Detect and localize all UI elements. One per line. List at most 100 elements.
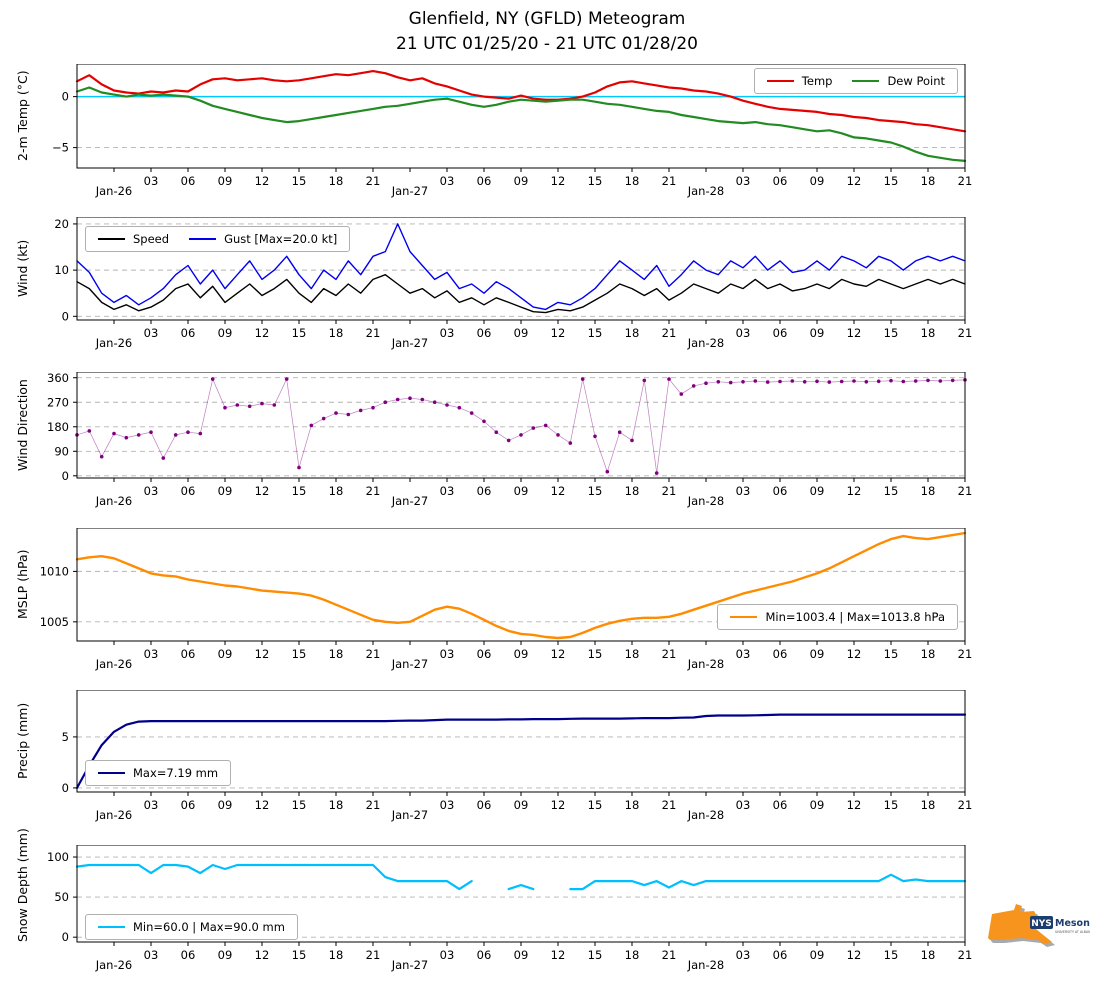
svg-text:21: 21 <box>366 647 381 661</box>
svg-text:09: 09 <box>514 326 529 340</box>
precip-line-swatch <box>98 771 125 775</box>
nys-mesonet-logo-graphic: NYS Mesonet UNIVERSITY AT ALBANY <box>988 904 1094 947</box>
svg-text:09: 09 <box>810 948 825 962</box>
x-tick-labels: Jan-26 03 06 09 12 15 18 21 Jan-27 03 06 09 12 15 18 21… <box>95 168 972 198</box>
svg-text:06: 06 <box>773 326 788 340</box>
temperature-chart: 0 −5 Jan-26 03 06 09 12 15 18 21 Jan-27 03 06 09 12 15 1… <box>52 64 972 198</box>
svg-text:Jan-28: Jan-28 <box>687 958 725 972</box>
svg-text:18: 18 <box>625 174 640 188</box>
logo-tagline-text: UNIVERSITY AT ALBANY <box>1055 930 1090 934</box>
svg-text:12: 12 <box>847 326 862 340</box>
svg-text:18: 18 <box>921 484 936 498</box>
svg-text:03: 03 <box>736 948 751 962</box>
precip-panel: Precip (mm) 0 5 Jan-26 03 06 09 12 15 18 21 Jan-27… <box>0 690 1094 828</box>
temp-panel: 2-m Temp (°C) 0 −5 Jan-26 03 06 09 12 15 18 21 Jan… <box>0 64 1094 204</box>
snow-depth-plot: 0 50 100 Jan-26 03 06 09 12 15 18 21 Jan-27 03 06 09 12… <box>47 845 972 972</box>
svg-text:06: 06 <box>181 647 196 661</box>
svg-text:0: 0 <box>62 309 69 323</box>
svg-text:15: 15 <box>588 484 603 498</box>
legend-item-snow-depth: Min=60.0 | Max=90.0 mm <box>98 920 285 934</box>
svg-text:03: 03 <box>144 174 159 188</box>
svg-text:06: 06 <box>477 798 492 812</box>
snow-depth-legend: Min=60.0 | Max=90.0 mm <box>85 914 298 940</box>
snow_depth-chart: 0 50 100 Jan-26 03 06 09 12 15 18 21 Jan-27 03 06 09 12… <box>47 845 972 972</box>
chart-title: Glenfield, NY (GFLD) Meteogram 21 UTC 01… <box>0 7 1094 57</box>
wind-legend: Speed Gust [Max=20.0 kt] <box>85 226 351 252</box>
svg-text:09: 09 <box>218 326 233 340</box>
svg-text:5: 5 <box>62 730 69 744</box>
svg-text:18: 18 <box>921 174 936 188</box>
svg-text:21: 21 <box>662 326 677 340</box>
svg-text:Jan-27: Jan-27 <box>391 494 429 508</box>
svg-text:03: 03 <box>440 647 455 661</box>
speed-legend-label: Speed <box>133 232 170 246</box>
series-precip <box>75 713 967 790</box>
svg-text:06: 06 <box>181 948 196 962</box>
svg-text:09: 09 <box>514 798 529 812</box>
svg-text:21: 21 <box>958 647 973 661</box>
snow-depth-line-swatch <box>98 925 125 929</box>
svg-text:12: 12 <box>255 484 270 498</box>
svg-text:15: 15 <box>292 174 307 188</box>
svg-text:1010: 1010 <box>40 564 69 578</box>
svg-text:18: 18 <box>625 484 640 498</box>
series-gust <box>76 223 966 311</box>
temp-line-swatch <box>766 79 794 83</box>
svg-text:180: 180 <box>47 420 69 434</box>
x-tick-labels: Jan-26 03 06 09 12 15 18 21 Jan-27 03 06 09 12 15 18 21… <box>95 320 973 350</box>
svg-text:21: 21 <box>958 326 973 340</box>
svg-text:21: 21 <box>366 484 381 498</box>
svg-text:21: 21 <box>366 174 381 188</box>
svg-text:Jan-26: Jan-26 <box>95 808 133 822</box>
svg-text:10: 10 <box>54 263 69 277</box>
svg-text:0: 0 <box>62 90 69 104</box>
svg-text:06: 06 <box>181 798 196 812</box>
precip-legend-label: Max=7.19 mm <box>133 766 219 780</box>
svg-text:03: 03 <box>440 798 455 812</box>
svg-text:18: 18 <box>625 948 640 962</box>
svg-text:09: 09 <box>514 948 529 962</box>
svg-text:15: 15 <box>292 798 307 812</box>
svg-text:15: 15 <box>588 798 603 812</box>
wind-plot: 0 10 20 Jan-26 03 06 09 12 15 18 21 Jan-27 03 06 09 12 1… <box>54 217 973 350</box>
svg-text:20: 20 <box>54 217 69 231</box>
svg-text:12: 12 <box>847 484 862 498</box>
svg-text:03: 03 <box>144 647 159 661</box>
svg-text:Jan-28: Jan-28 <box>687 808 725 822</box>
svg-text:03: 03 <box>736 647 751 661</box>
svg-text:12: 12 <box>847 798 862 812</box>
svg-text:18: 18 <box>329 484 344 498</box>
svg-text:09: 09 <box>218 798 233 812</box>
svg-text:06: 06 <box>477 948 492 962</box>
svg-text:03: 03 <box>736 484 751 498</box>
nys-text-plate <box>1030 916 1053 929</box>
svg-text:09: 09 <box>810 174 825 188</box>
x-tick-labels: Jan-26 03 06 09 12 15 18 21 Jan-27 03 06 09 12 15 18 21… <box>95 641 973 671</box>
svg-text:18: 18 <box>329 948 344 962</box>
y-tick-labels: 0 −5 <box>52 90 77 155</box>
nys-mesonet-logo: NYS Mesonet UNIVERSITY AT ALBANY <box>980 894 1094 958</box>
svg-text:21: 21 <box>366 948 381 962</box>
svg-text:21: 21 <box>958 948 973 962</box>
wind-panel: Wind (kt) 0 10 20 Jan-26 03 06 09 12 15 18 21 Jan-2… <box>0 217 1094 356</box>
svg-text:06: 06 <box>773 174 788 188</box>
dew-point-legend-label: Dew Point <box>887 74 945 88</box>
svg-text:0: 0 <box>62 930 69 944</box>
mslp-panel: MSLP (hPa) 1005 1010 Jan-26 03 06 09 12 15 18 21 J… <box>0 528 1094 677</box>
svg-text:15: 15 <box>588 948 603 962</box>
svg-text:0: 0 <box>62 469 69 483</box>
ny-state-shape <box>988 904 1052 944</box>
svg-text:09: 09 <box>218 174 233 188</box>
x-tick-labels: Jan-26 03 06 09 12 15 18 21 Jan-27 03 06 09 12 15 18 21… <box>95 942 973 972</box>
svg-text:06: 06 <box>477 647 492 661</box>
svg-text:03: 03 <box>736 798 751 812</box>
svg-text:270: 270 <box>47 395 69 409</box>
legend-item-dew-point: Dew Point <box>852 74 945 88</box>
svg-text:03: 03 <box>440 174 455 188</box>
svg-text:15: 15 <box>292 948 307 962</box>
gridlines <box>77 377 965 477</box>
svg-text:12: 12 <box>551 647 566 661</box>
svg-text:360: 360 <box>47 372 69 385</box>
svg-text:03: 03 <box>440 484 455 498</box>
mslp-plot: 1005 1010 Jan-26 03 06 09 12 15 18 21 Jan-27 03 06 09… <box>40 528 973 671</box>
